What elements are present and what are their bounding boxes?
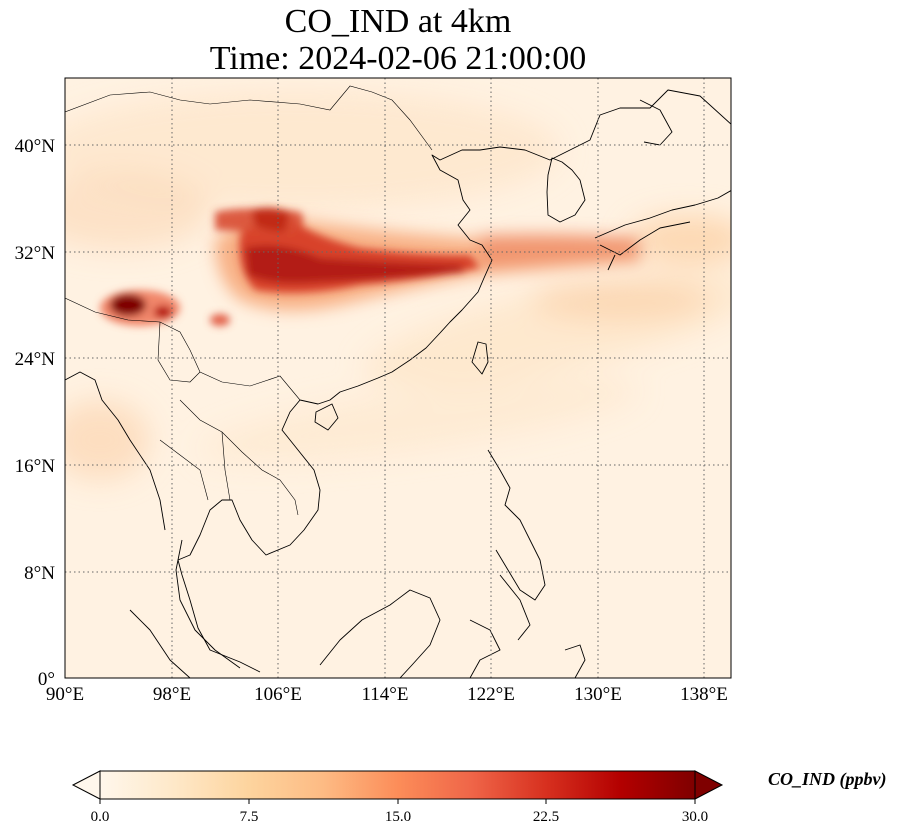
- colorbar-tick-label: 30.0: [682, 809, 708, 825]
- coastlines: [65, 89, 731, 678]
- lat-tick-label: 8°N: [24, 563, 55, 584]
- lat-tick-label: 40°N: [15, 136, 56, 157]
- taiwan-coastline: [471, 341, 489, 375]
- china-coastline: [299, 89, 731, 405]
- colorbar-tick-label: 7.5: [240, 809, 259, 825]
- lon-tick-label: 122°E: [467, 684, 515, 705]
- malay-peninsula: [175, 539, 241, 669]
- colorbar-extend-max: [694, 770, 724, 800]
- colorbar-extend-min: [71, 770, 101, 800]
- lon-tick-label: 114°E: [362, 684, 409, 705]
- colorbar-tick-label: 0.0: [91, 809, 110, 825]
- map-frame: [64, 77, 732, 679]
- colorbar-tick-label: 22.5: [533, 809, 559, 825]
- lon-tick-label: 138°E: [680, 684, 728, 705]
- indochina-coastline: [177, 399, 321, 673]
- borneo-coastline: [319, 589, 441, 678]
- lon-tick-label: 130°E: [574, 684, 622, 705]
- colorbar-bar: [99, 770, 696, 800]
- lon-tick-labels: 90°E 98°E 106°E 114°E 122°E 130°E 138°E: [46, 684, 728, 705]
- hainan-coastline: [314, 403, 339, 431]
- gridlines: [65, 78, 731, 678]
- colorbar-ticks: [99, 799, 696, 804]
- background-haze: [65, 90, 731, 480]
- new-guinea-coastline: [564, 644, 586, 678]
- colorbar: 0.0 7.5 15.0 22.5 30.0: [71, 770, 724, 825]
- colorbar-label: CO_IND (ppbv): [768, 769, 887, 789]
- sulawesi-coastline: [469, 619, 501, 678]
- lat-tick-label: 0°: [38, 669, 55, 690]
- country-borders: [65, 85, 433, 516]
- lon-tick-label: 106°E: [254, 684, 302, 705]
- tibet-hotspot: [100, 290, 180, 326]
- lat-tick-label: 24°N: [15, 349, 56, 370]
- colorbar-tick-label: 15.0: [385, 809, 411, 825]
- map-title: CO_IND at 4km: [284, 3, 512, 40]
- sumatra-coastline: [129, 609, 191, 678]
- korea-coastline: [546, 157, 586, 223]
- philippines-coastline: [487, 449, 546, 641]
- plume-core: [210, 207, 480, 326]
- lat-tick-label: 16°N: [15, 456, 56, 477]
- myanmar-coast: [65, 371, 166, 531]
- map-subtitle-time: Time: 2024-02-06 21:00:00: [209, 40, 587, 77]
- colorbar-tick-labels: 0.0 7.5 15.0 22.5 30.0: [91, 809, 709, 825]
- lon-tick-label: 98°E: [153, 684, 191, 705]
- lat-tick-label: 32°N: [15, 243, 56, 264]
- lon-tick-label: 90°E: [46, 684, 84, 705]
- concentration-field: [65, 78, 731, 678]
- lat-tick-labels: 0° 8°N 16°N 24°N 32°N 40°N: [15, 136, 56, 690]
- japan-coastline: [594, 99, 731, 271]
